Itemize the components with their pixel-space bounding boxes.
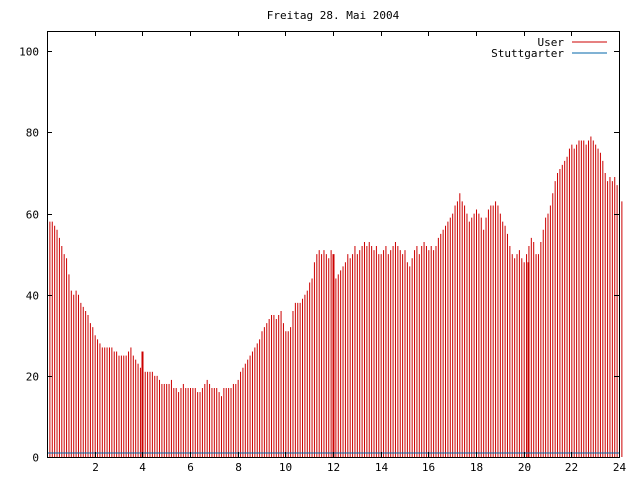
legend-label-stuttgarter: Stuttgarter: [491, 47, 564, 60]
y-tick-label: 0: [32, 452, 39, 465]
chart-title: Freitag 28. Mai 2004: [267, 9, 400, 22]
y-tick-label: 80: [26, 127, 39, 140]
y-axis: 0 20 40 60 80 100: [19, 46, 619, 465]
x-tick-label: 2: [92, 461, 99, 474]
user-bars: [47, 136, 623, 457]
legend-item-user: User: [538, 36, 607, 49]
x-axis: 2 4 6 8 10 12 14 16 18 20 22 24: [92, 31, 626, 474]
x-tick-label: 6: [187, 461, 194, 474]
x-tick-label: 18: [470, 461, 483, 474]
y-tick-label: 20: [26, 371, 39, 384]
x-tick-label: 14: [375, 461, 389, 474]
x-tick-label: 24: [613, 461, 627, 474]
x-tick-label: 16: [422, 461, 435, 474]
x-tick-label: 4: [139, 461, 146, 474]
x-tick-label: 10: [279, 461, 292, 474]
y-tick-label: 60: [26, 209, 39, 222]
x-tick-label: 20: [518, 461, 531, 474]
legend-item-stuttgarter: Stuttgarter: [491, 47, 607, 60]
legend-label-user: User: [538, 36, 565, 49]
y-tick-label: 40: [26, 290, 39, 303]
x-tick-label: 22: [565, 461, 578, 474]
x-tick-label: 12: [327, 461, 340, 474]
legend: User Stuttgarter: [491, 36, 607, 60]
y-tick-label: 100: [19, 46, 39, 59]
x-tick-label: 8: [235, 461, 242, 474]
